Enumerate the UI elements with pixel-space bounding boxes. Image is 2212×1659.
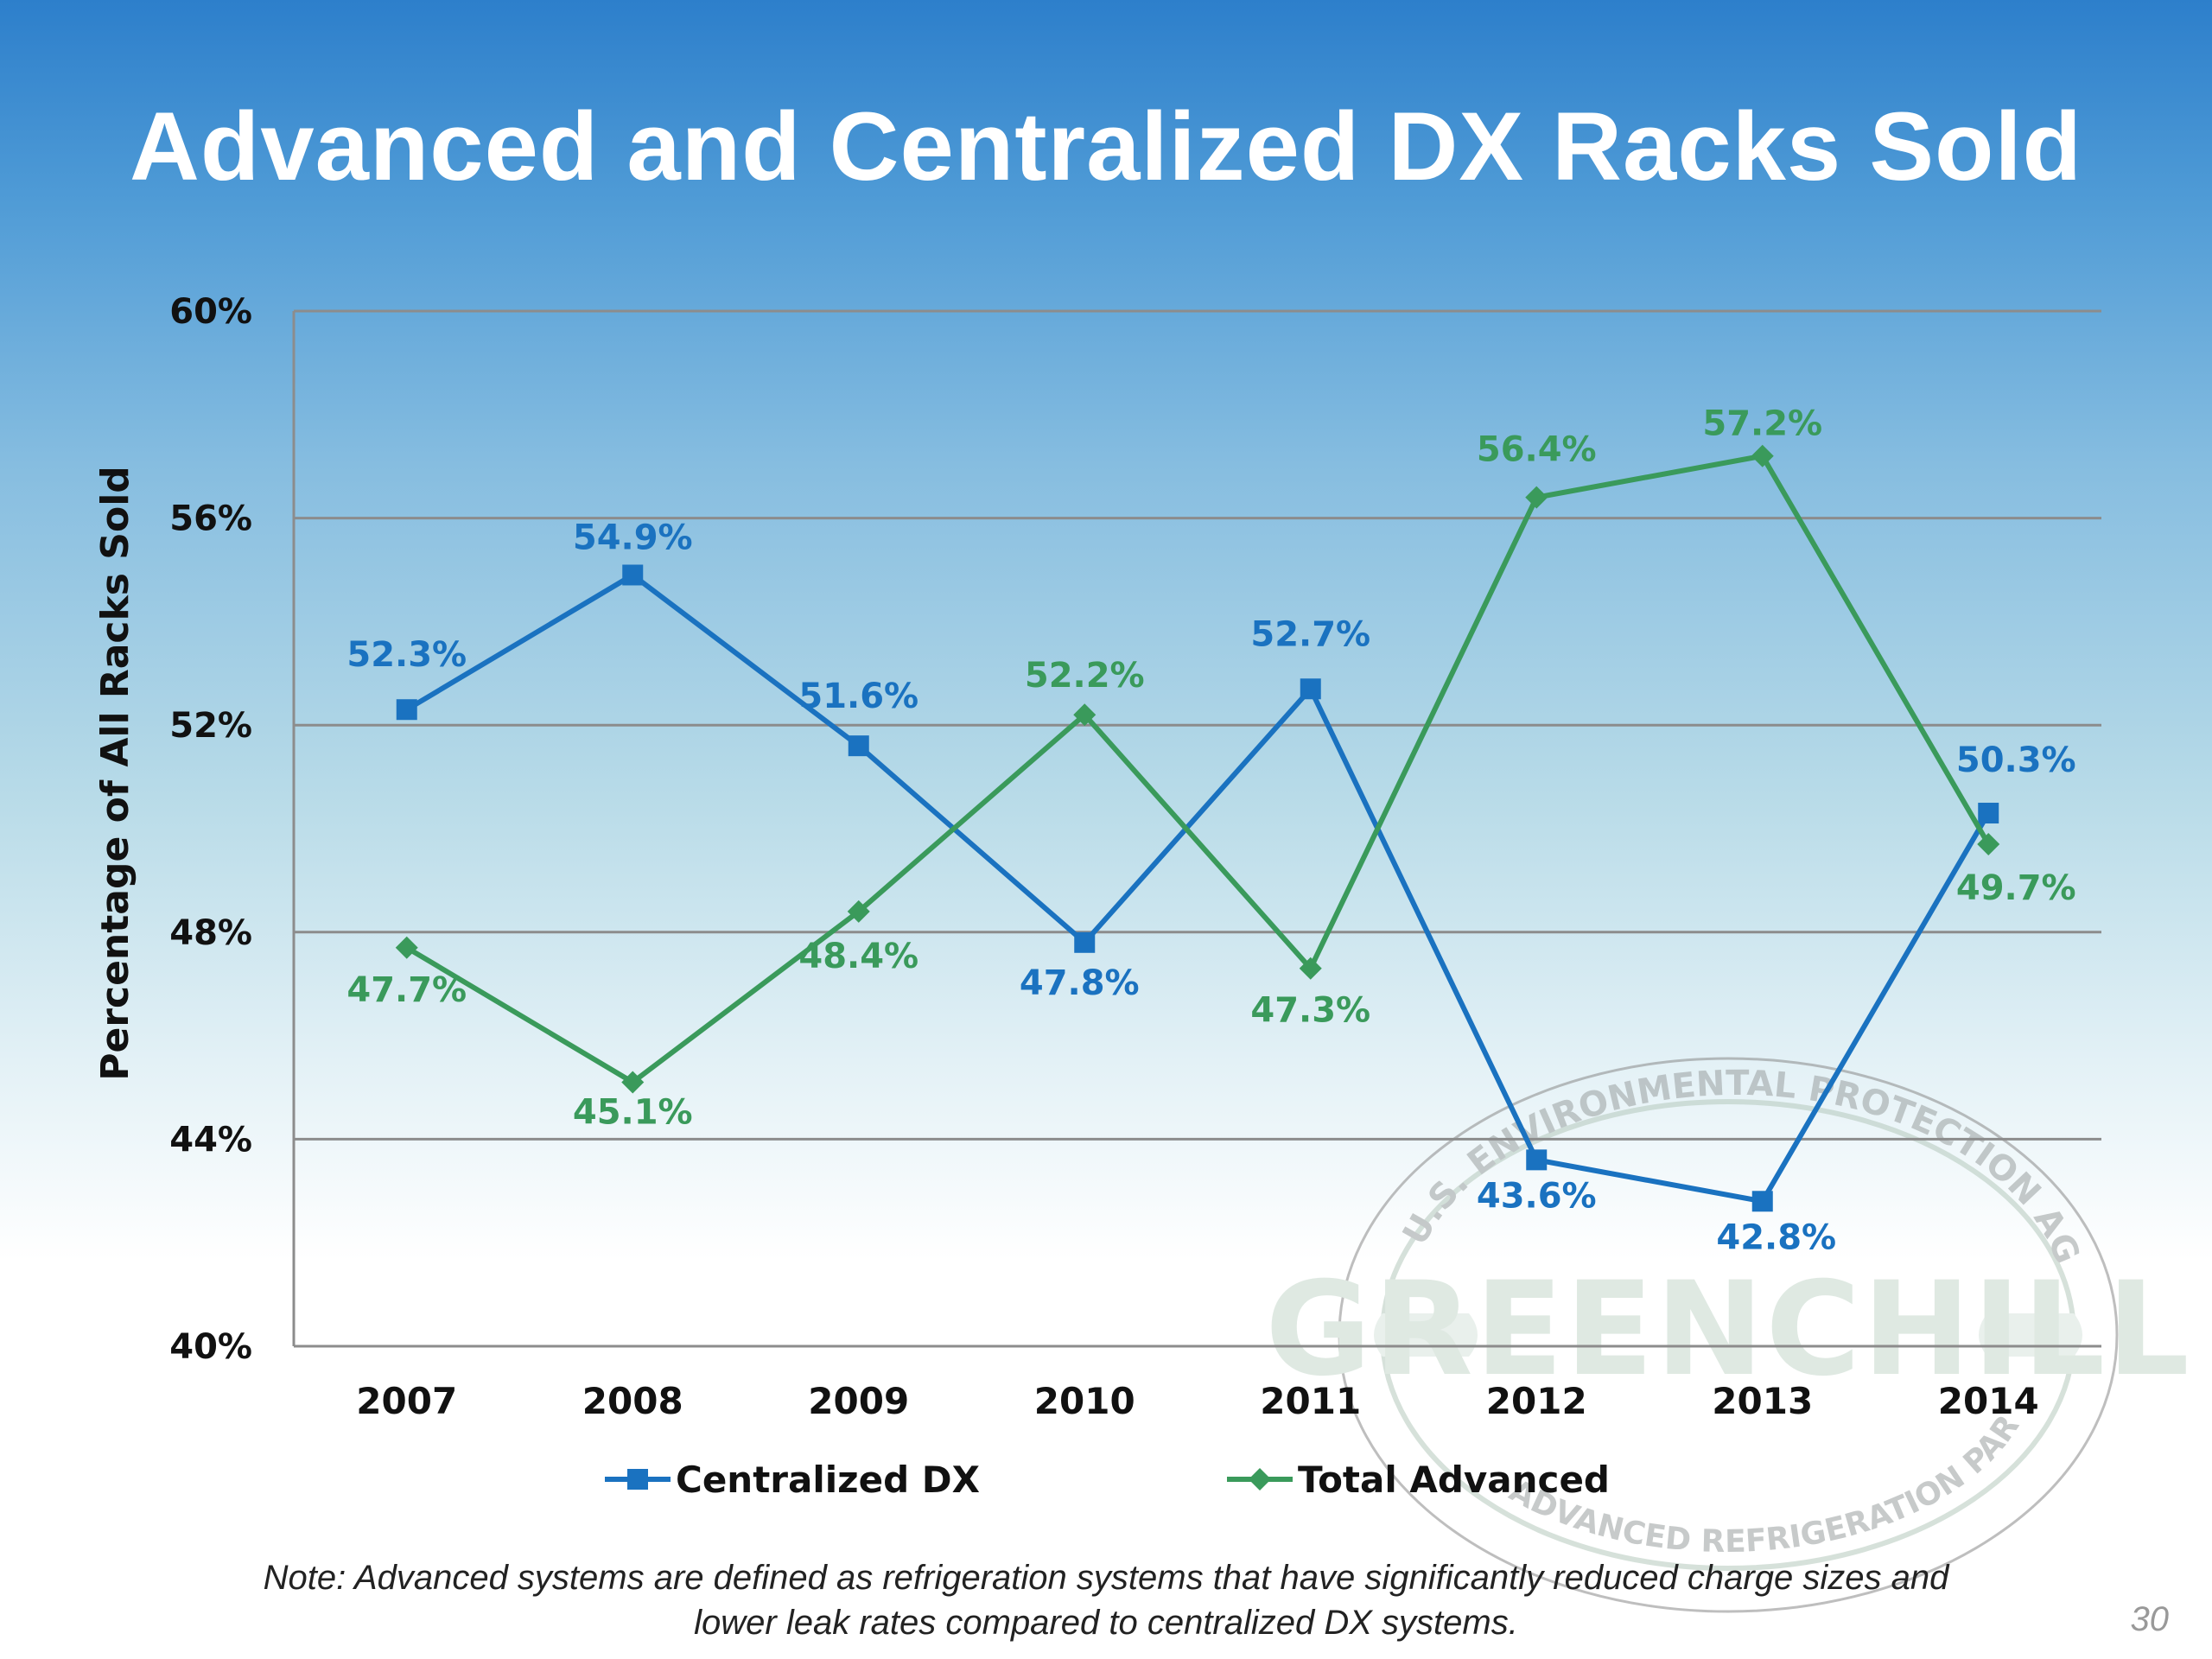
legend-item: Total Advanced [1227,1459,1610,1501]
legend-label: Total Advanced [1298,1459,1610,1501]
data-point [1073,703,1096,727]
data-point [1977,832,2000,855]
watermark-ring-text-top: U.S. ENVIRONMENTAL PROTECTION AGENCY [0,0,2088,1269]
y-tick-label: 48% [169,913,252,953]
data-label: 52.3% [346,635,467,675]
data-point [1526,1149,1548,1171]
data-point [1751,444,1774,467]
data-point [1978,803,1999,824]
footnote-line-2: lower leak rates compared to centralized… [694,1604,1518,1642]
data-point [396,699,417,721]
data-label: 50.3% [1956,741,2076,780]
data-label: 47.8% [1020,963,1140,1003]
data-label: 52.7% [1250,614,1370,654]
series-total-advanced: 47.7% 45.1% 48.4% 52.2% 47.3% 56.4% 57.2% 49.7% [346,404,2075,1133]
footnote: Note: Advanced systems are defined as re… [138,1555,2074,1645]
data-label: 48.4% [798,937,918,976]
x-tick-label: 2014 [1938,1380,2039,1422]
data-label: 42.8% [1716,1217,1836,1257]
data-label: 45.1% [573,1093,693,1133]
series-line [405,453,1991,1085]
legend-marker [1249,1468,1271,1491]
x-tick-label: 2007 [356,1380,457,1422]
data-point [622,564,644,586]
legend-marker [627,1469,648,1490]
data-point [621,1071,645,1094]
y-tick-label: 60% [169,292,252,332]
x-tick-label: 2009 [808,1380,909,1422]
greenchill-watermark: U.S. ENVIRONMENTAL PROTECTION AGENCY ADV… [0,0,2191,1613]
legend-item: Centralized DX [605,1459,980,1501]
data-label: 51.6% [798,677,918,716]
x-tick-label: 2011 [1260,1380,1361,1422]
page-number: 30 [2130,1600,2170,1638]
data-label: 47.7% [346,970,467,1010]
series-line [405,572,1991,1205]
data-label: 49.7% [1956,868,2076,908]
data-label: 43.6% [1477,1176,1597,1216]
x-tick-label: 2010 [1034,1380,1135,1422]
slide-title: Advanced and Centralized DX Racks Sold [130,92,2082,200]
x-tick-label: 2012 [1486,1380,1587,1422]
data-point [1299,957,1322,980]
data-point [395,936,418,959]
y-axis: 40% 44% 48% 52% 56% 60% [169,292,296,1367]
data-point [848,735,869,757]
data-point [847,899,870,923]
series-layer: 52.3% 54.9% 51.6% 47.8% 52.7% 43.6% 42.8% 50.3%… [346,404,2075,1258]
data-label: 56.4% [1477,430,1597,470]
x-axis: 2007 2008 2009 2010 2011 2012 2013 2014 [356,1380,2038,1422]
x-tick-label: 2008 [582,1380,683,1422]
legend-label: Centralized DX [676,1459,980,1501]
legend: Centralized DX Total Advanced [605,1459,1610,1501]
data-label: 54.9% [573,518,693,557]
y-tick-label: 56% [169,499,252,539]
grid-lines [294,309,2101,1348]
x-tick-label: 2013 [1712,1380,1813,1422]
data-point [1074,931,1096,953]
data-point [1751,1191,1773,1212]
y-axis-label: Percentage of All Racks Sold [93,466,137,1081]
data-label: 47.3% [1250,991,1370,1031]
data-point [1300,678,1321,700]
y-tick-label: 52% [169,706,252,746]
y-tick-label: 40% [169,1327,252,1367]
data-point [1525,486,1548,509]
footnote-line-1: Note: Advanced systems are defined as re… [263,1559,1949,1597]
data-label: 57.2% [1702,404,1822,444]
series-centralized-dx: 52.3% 54.9% 51.6% 47.8% 52.7% 43.6% 42.8% 50.3% [346,518,2075,1257]
y-tick-label: 44% [169,1120,252,1160]
watermark-ring [1338,1057,2119,1613]
data-label: 52.2% [1025,656,1145,696]
watermark-logo-text: GREENCHILL [1265,1255,2191,1405]
